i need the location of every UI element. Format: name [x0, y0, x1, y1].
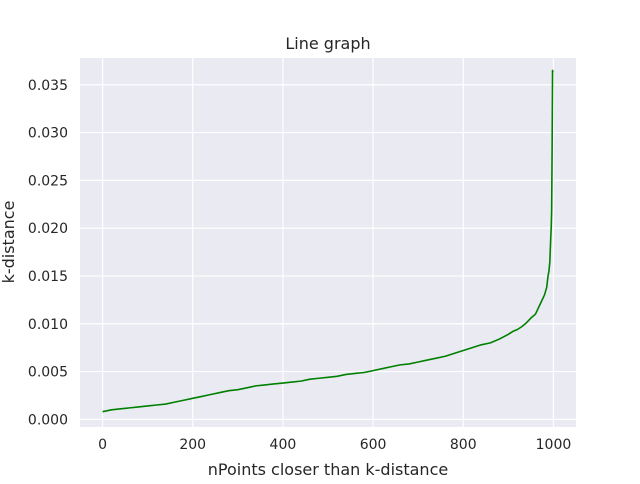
x-tick-label: 1000: [536, 437, 572, 453]
tick-labels: 0 200 400 600 800 1000 0.000 0.005 0.010 0.015 0.0…: [28, 78, 571, 453]
x-tick-label: 200: [179, 437, 206, 453]
y-axis-label: k-distance: [0, 201, 18, 284]
y-tick-label: 0.005: [28, 365, 68, 381]
x-axis-label: nPoints closer than k-distance: [208, 460, 448, 479]
series-layer: [102, 69, 554, 413]
y-tick-label: 0.025: [28, 173, 68, 189]
gridlines: [80, 58, 576, 427]
k-distance-line: [102, 69, 554, 413]
y-tick-label: 0.030: [28, 126, 68, 142]
y-tick-label: 0.015: [28, 269, 68, 285]
y-tick-label: 0.000: [28, 412, 68, 428]
plot-background: [80, 58, 576, 427]
y-tick-label: 0.035: [28, 78, 68, 94]
y-tick-label: 0.020: [28, 221, 68, 237]
x-tick-label: 0: [98, 437, 107, 453]
chart-title: Line graph: [285, 34, 370, 53]
y-tick-label: 0.010: [28, 317, 68, 333]
x-tick-label: 600: [360, 437, 387, 453]
x-tick-label: 400: [270, 437, 297, 453]
x-tick-label: 800: [450, 437, 477, 453]
